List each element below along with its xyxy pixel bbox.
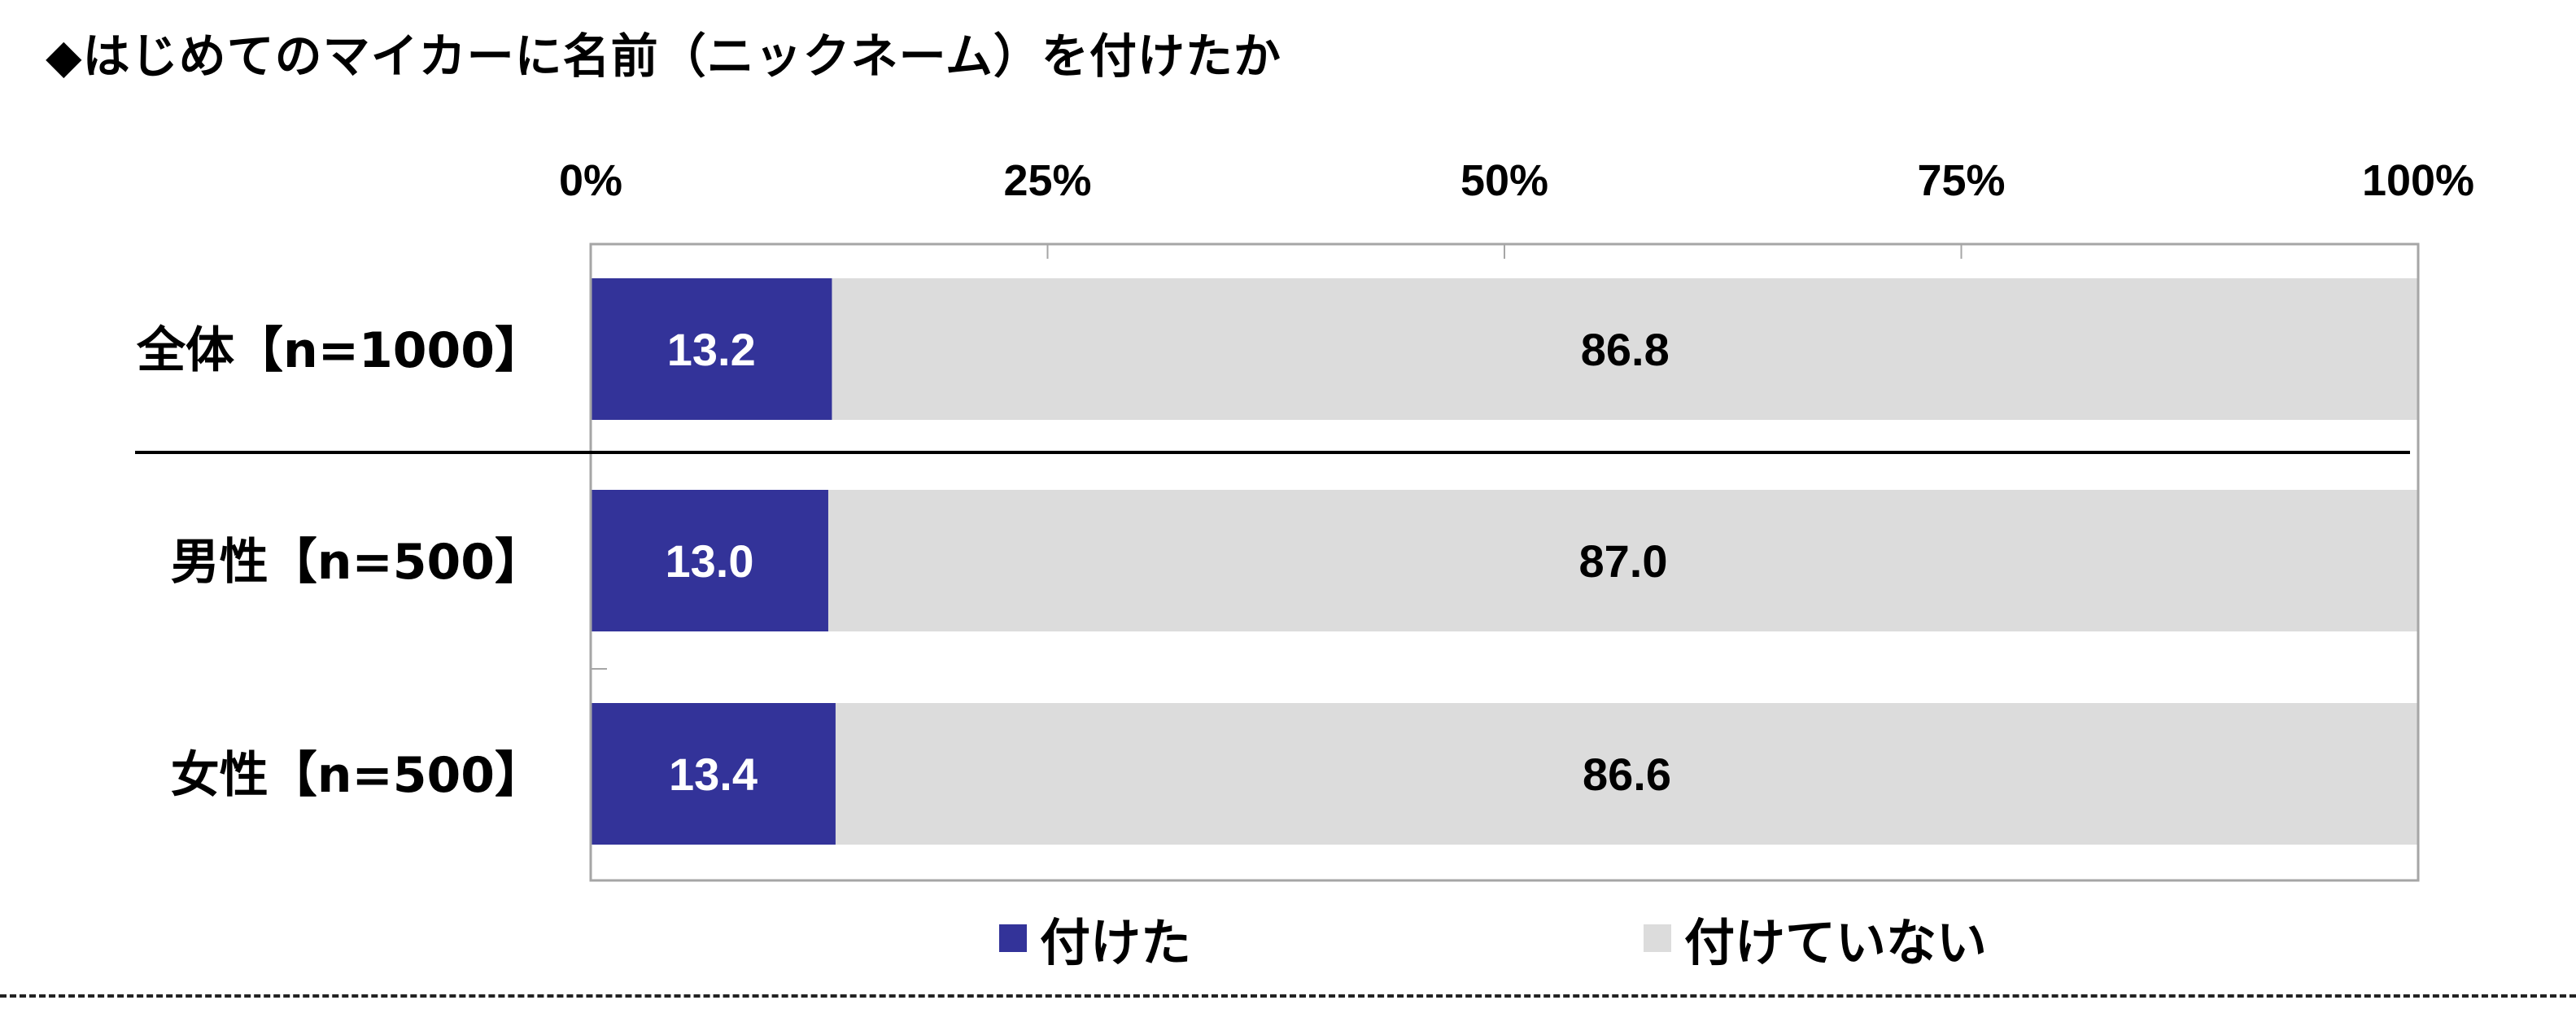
x-tick-label: 100% [2362, 156, 2474, 205]
data-label: 86.6 [1583, 749, 1671, 800]
bars [591, 278, 2419, 845]
category-label: 全体【n=1000】 [136, 322, 544, 379]
bar-segment-attached [591, 703, 836, 845]
gridlines [591, 244, 1963, 670]
value-labels: 13.2 86.8 13.0 87.0 13.4 86.6 [665, 324, 1670, 800]
axis-tick-labels: 0% 25% 50% 75% 100% [559, 156, 2474, 205]
bar-segment-attached [591, 490, 828, 631]
data-label: 13.0 [665, 535, 753, 587]
bar-segment-not-attached [827, 490, 2418, 631]
plot-area-frame [589, 242, 2420, 882]
category-label: 男性【n=500】 [171, 534, 544, 591]
bar-segment-attached [591, 278, 832, 420]
chart-title: ◆はじめてのマイカーに名前（ニックネーム）を付けたか [46, 28, 1281, 84]
legend-item-attached: 付けた [999, 902, 1191, 975]
dashed-separator [0, 994, 2576, 998]
data-label: 86.8 [1581, 324, 1670, 375]
x-tick-label: 75% [1917, 156, 2005, 205]
category-label: 女性【n=500】 [171, 747, 544, 804]
bar-segment-not-attached [835, 703, 2418, 845]
data-label: 13.4 [669, 749, 758, 800]
x-tick-label: 25% [1003, 156, 1091, 205]
bar-segment-not-attached [832, 278, 2419, 420]
data-label: 13.2 [667, 324, 756, 375]
category-labels: 全体【n=1000】男性【n=500】女性【n=500】 [136, 322, 544, 804]
data-label: 87.0 [1578, 535, 1667, 587]
x-tick-label: 50% [1460, 156, 1548, 205]
legend-swatch-not-attached [1644, 924, 1671, 952]
legend-swatch-attached [999, 924, 1027, 952]
legend-label-not-attached: 付けていない [1684, 913, 1988, 972]
legend-label-attached: 付けた [1040, 913, 1192, 972]
legend-item-not-attached: 付けていない [1644, 902, 1987, 975]
x-tick-label: 0% [559, 156, 622, 205]
